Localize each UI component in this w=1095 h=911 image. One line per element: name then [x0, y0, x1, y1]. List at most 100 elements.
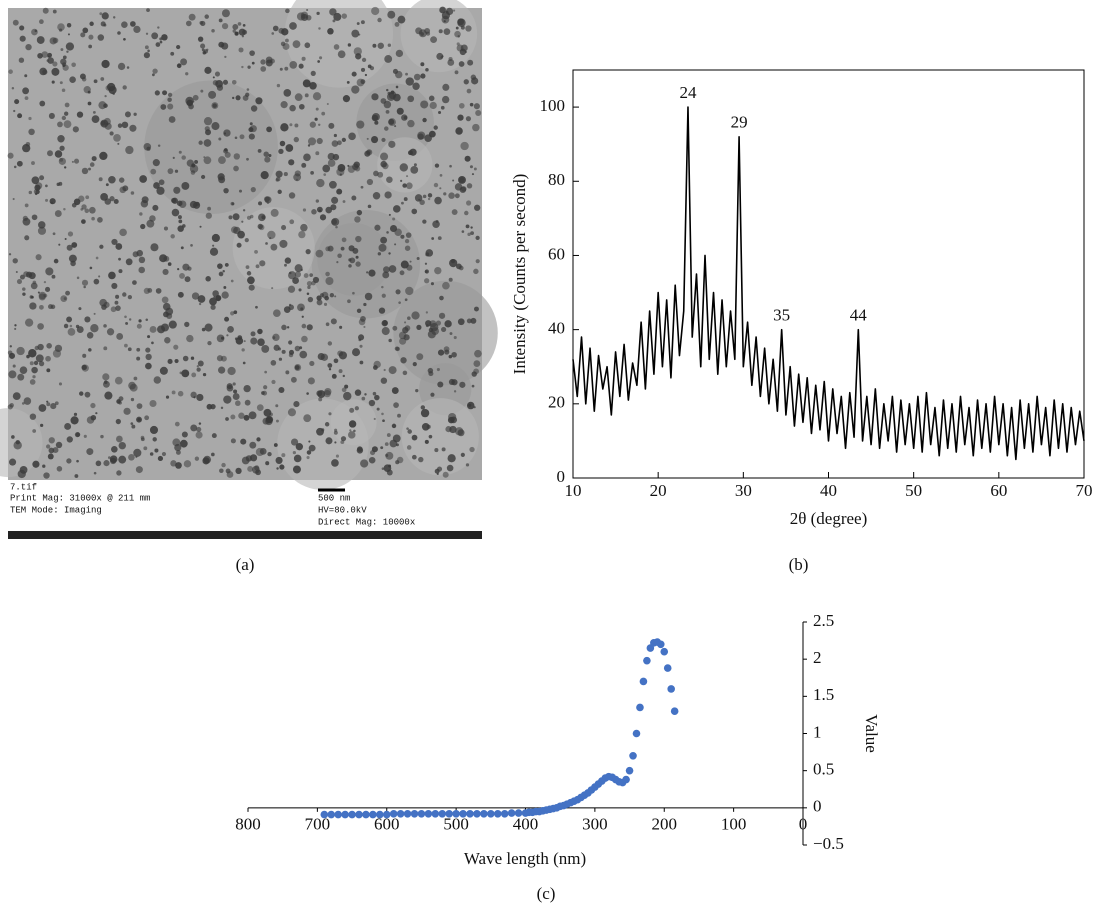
particle	[65, 290, 70, 296]
particle	[416, 324, 422, 330]
particle	[63, 297, 67, 300]
particle	[58, 243, 61, 246]
particle	[389, 439, 398, 448]
particle	[173, 186, 181, 194]
particle	[233, 389, 238, 394]
particle	[440, 105, 445, 110]
particle	[235, 467, 242, 475]
particle	[118, 455, 127, 464]
particle	[325, 277, 334, 286]
y-tick-label: 20	[548, 393, 565, 412]
particle	[407, 95, 415, 103]
particle	[48, 304, 53, 310]
particle	[443, 192, 447, 196]
particle	[144, 415, 150, 421]
particle	[301, 335, 308, 343]
particle	[466, 88, 472, 94]
particle	[395, 49, 404, 58]
particle	[238, 412, 245, 419]
particle	[447, 454, 456, 463]
particle	[458, 265, 464, 271]
particle	[306, 292, 310, 295]
particle	[81, 167, 89, 175]
particle	[336, 261, 339, 264]
particle	[38, 19, 44, 25]
particle	[164, 337, 171, 344]
particle	[272, 25, 279, 32]
peak-label: 24	[679, 83, 697, 102]
particle	[355, 261, 361, 267]
particle	[108, 271, 116, 280]
particle	[226, 334, 229, 337]
particle	[31, 176, 40, 185]
particle	[103, 346, 108, 351]
particle	[133, 448, 142, 457]
particle	[411, 434, 418, 441]
particle	[55, 441, 63, 449]
particle	[99, 151, 108, 161]
particle	[241, 35, 245, 38]
particle	[151, 341, 154, 345]
particle	[133, 112, 137, 116]
particle	[438, 29, 443, 34]
particle	[50, 403, 57, 410]
particle	[184, 321, 190, 328]
particle	[275, 176, 281, 182]
particle	[66, 458, 72, 464]
particle	[394, 125, 397, 128]
particle	[93, 79, 98, 84]
particle	[121, 21, 128, 28]
particle	[81, 204, 87, 210]
particle	[394, 243, 397, 246]
particle	[101, 59, 110, 69]
particle	[234, 337, 238, 341]
particle	[426, 424, 431, 429]
particle	[307, 296, 314, 303]
particle	[459, 177, 465, 183]
particle	[113, 134, 121, 142]
particle	[405, 182, 413, 190]
particle	[372, 43, 377, 48]
particle	[470, 317, 477, 324]
particle	[437, 381, 444, 388]
particle	[407, 119, 415, 128]
particle	[147, 335, 151, 339]
particle	[249, 50, 255, 57]
particle	[14, 327, 17, 331]
data-point	[348, 810, 356, 819]
particle	[31, 28, 38, 36]
particle	[139, 175, 148, 183]
particle	[430, 392, 435, 397]
particle	[98, 275, 101, 278]
particle	[212, 290, 219, 297]
particle	[193, 396, 196, 399]
particle	[347, 43, 352, 47]
particle	[61, 115, 66, 121]
particle	[18, 57, 25, 63]
particle	[45, 444, 51, 449]
particle	[196, 393, 204, 401]
particle	[37, 323, 44, 330]
particle	[197, 295, 206, 303]
particle	[171, 390, 176, 395]
particle	[224, 263, 229, 267]
particle	[155, 42, 161, 47]
particle	[212, 76, 215, 79]
particle	[292, 465, 301, 474]
particle	[63, 120, 72, 129]
particle	[230, 311, 235, 316]
particle	[144, 45, 149, 50]
particle	[270, 208, 279, 217]
particle	[243, 384, 251, 393]
y-tick-label: 60	[548, 244, 565, 263]
data-point	[466, 809, 474, 818]
particle	[88, 348, 92, 352]
particle	[80, 32, 86, 38]
particle	[28, 116, 32, 121]
particle	[152, 68, 158, 74]
particle	[434, 448, 439, 453]
particle	[459, 381, 466, 388]
particle	[293, 173, 302, 182]
particle	[381, 285, 384, 289]
data-point	[334, 810, 342, 819]
